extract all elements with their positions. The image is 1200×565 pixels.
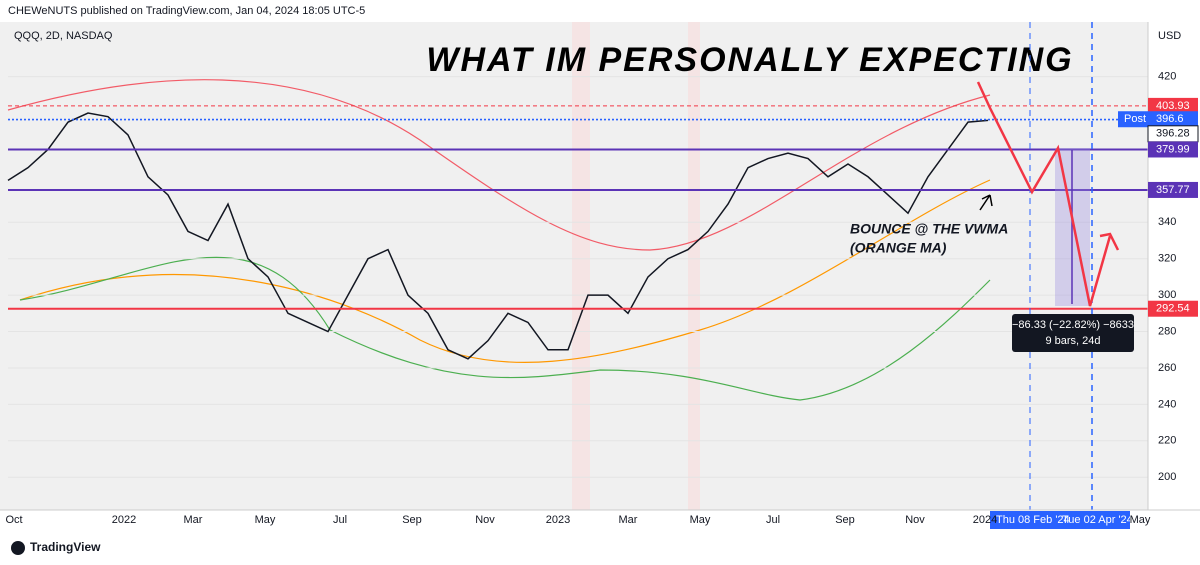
- x-tick-label: Nov: [905, 514, 925, 526]
- logo-icon: [11, 541, 25, 555]
- y-tick-label: 260: [1158, 362, 1176, 374]
- upper-band: [7, 79, 991, 251]
- x-tick-label: 2024: [973, 514, 997, 526]
- measure-span: 9 bars, 24d: [1045, 335, 1100, 347]
- y-tick-label: 340: [1158, 216, 1176, 228]
- y-tick-label: 320: [1158, 253, 1176, 265]
- x-tick-label: Sep: [402, 514, 422, 526]
- x-tick-label: Jul: [333, 514, 347, 526]
- y-tick-label: 220: [1158, 435, 1176, 447]
- date-badge-bg: [990, 511, 1130, 529]
- x-tick-label: May: [690, 514, 711, 526]
- session-band: [572, 22, 590, 510]
- currency: USD: [1158, 30, 1181, 42]
- x-tick-label: Mar: [619, 514, 638, 526]
- headline: WHAT IM PERSONALLY EXPECTING: [426, 41, 1073, 79]
- symbol: QQQ, 2D, NASDAQ: [14, 30, 113, 42]
- level-tag-bg: [1118, 111, 1148, 128]
- projection-path: [976, 81, 1112, 307]
- lower-band: [19, 256, 991, 401]
- level-label: 292.54: [1156, 303, 1190, 315]
- x-tick-label: 2022: [112, 514, 136, 526]
- x-tick-label: May: [255, 514, 276, 526]
- vwma-curve: [19, 179, 991, 363]
- level-label: 396.28: [1156, 128, 1190, 140]
- measure-box: [1012, 314, 1134, 352]
- x-tick-label: Sep: [835, 514, 855, 526]
- y-tick-label: 240: [1158, 398, 1176, 410]
- date-badge: Thu 08 Feb '24: [996, 514, 1070, 526]
- brand: TradingView: [30, 540, 101, 554]
- level-label-bg: [1148, 111, 1198, 128]
- x-tick-label: Jul: [766, 514, 780, 526]
- x-tick-label: May: [1130, 514, 1151, 526]
- session-band: [688, 22, 700, 510]
- footer: [0, 536, 1200, 560]
- x-tick-label: Oct: [5, 514, 22, 526]
- level-label: 379.99: [1156, 143, 1190, 155]
- x-tick-label: 2023: [546, 514, 570, 526]
- level-label: 357.77: [1156, 184, 1190, 196]
- publisher: CHEWeNUTS published on TradingView.com, …: [8, 5, 365, 17]
- y-tick-label: 280: [1158, 325, 1176, 337]
- note-arrow: [979, 194, 993, 211]
- level-label-bg: [1148, 141, 1198, 158]
- x-tick-label: Mar: [184, 514, 203, 526]
- y-tick-label: 200: [1158, 471, 1176, 483]
- level-tag: Post: [1124, 113, 1146, 125]
- projection-arrowhead: [1099, 232, 1120, 251]
- level-label-bg: [1148, 97, 1198, 114]
- note: (ORANGE MA): [850, 240, 947, 256]
- level-label: 396.6: [1156, 113, 1184, 125]
- y-tick-label: 420: [1158, 71, 1176, 83]
- measure-change: −86.33 (−22.82%) −8633: [1012, 319, 1134, 331]
- y-tick-label: 300: [1158, 289, 1176, 301]
- level-label-bg: [1148, 300, 1198, 317]
- price-line: [7, 112, 989, 360]
- level-label: 403.93: [1156, 100, 1190, 112]
- x-tick-label: Nov: [475, 514, 495, 526]
- level-label-bg: [1148, 181, 1198, 198]
- date-badge: Tue 02 Apr '24: [1062, 514, 1133, 526]
- note: BOUNCE @ THE VWMA: [850, 221, 1008, 237]
